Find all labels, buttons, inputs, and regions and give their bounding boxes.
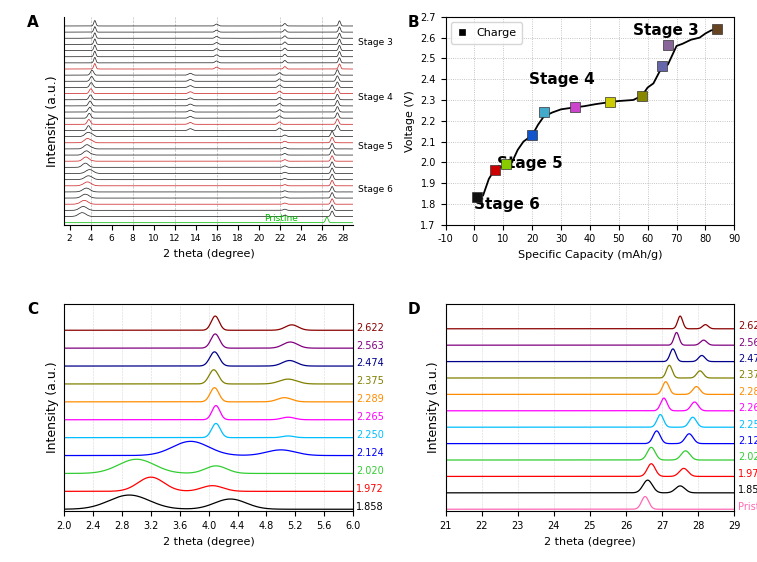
Y-axis label: Intensity (a.u.): Intensity (a.u.) [427,362,440,454]
Text: Stage 4: Stage 4 [358,93,393,102]
Y-axis label: Intensity (a.u.): Intensity (a.u.) [45,75,59,166]
Text: B: B [408,15,419,30]
Text: 1.972: 1.972 [356,484,384,494]
Text: 2.375: 2.375 [738,370,757,380]
Text: 2.563: 2.563 [738,338,757,347]
Y-axis label: Voltage (V): Voltage (V) [405,90,415,152]
Text: Stage 6: Stage 6 [475,197,540,212]
Text: 2.474: 2.474 [356,359,384,369]
Text: 2.622: 2.622 [738,321,757,331]
Text: Stage 3: Stage 3 [633,23,699,38]
Text: 2.563: 2.563 [356,341,384,351]
X-axis label: 2 theta (degree): 2 theta (degree) [163,249,254,259]
Text: 2.289: 2.289 [738,387,757,397]
Text: 2.265: 2.265 [356,412,384,422]
Text: Stage 5: Stage 5 [497,156,563,170]
Text: 2.265: 2.265 [738,403,757,413]
Text: 2.020: 2.020 [356,466,384,476]
Text: Pristine: Pristine [738,502,757,511]
Text: 2.124: 2.124 [356,448,384,458]
Text: Pristine: Pristine [264,214,298,223]
Text: Stage 4: Stage 4 [529,72,595,88]
Text: Stage 5: Stage 5 [358,142,393,151]
Text: A: A [26,15,39,30]
Text: 2.289: 2.289 [356,394,384,404]
Text: Stage 3: Stage 3 [358,38,393,47]
Text: 2.124: 2.124 [738,436,757,446]
Text: 2.375: 2.375 [356,377,384,386]
Text: 2.622: 2.622 [356,323,384,333]
Text: 1.858: 1.858 [356,502,384,511]
Text: 2.474: 2.474 [738,354,757,364]
Text: 2.250: 2.250 [738,420,757,429]
X-axis label: 2 theta (degree): 2 theta (degree) [544,537,636,547]
Text: Stage 6: Stage 6 [358,185,393,194]
Text: 1.858: 1.858 [738,485,757,495]
Text: 2.020: 2.020 [738,452,757,463]
Text: C: C [26,302,38,316]
Text: D: D [408,302,421,316]
Text: 2.250: 2.250 [356,430,384,440]
Y-axis label: Intensity (a.u.): Intensity (a.u.) [45,362,59,454]
X-axis label: Specific Capacity (mAh/g): Specific Capacity (mAh/g) [518,250,662,260]
Text: 1.972: 1.972 [738,469,757,479]
X-axis label: 2 theta (degree): 2 theta (degree) [163,537,254,547]
Legend: Charge: Charge [451,22,522,43]
